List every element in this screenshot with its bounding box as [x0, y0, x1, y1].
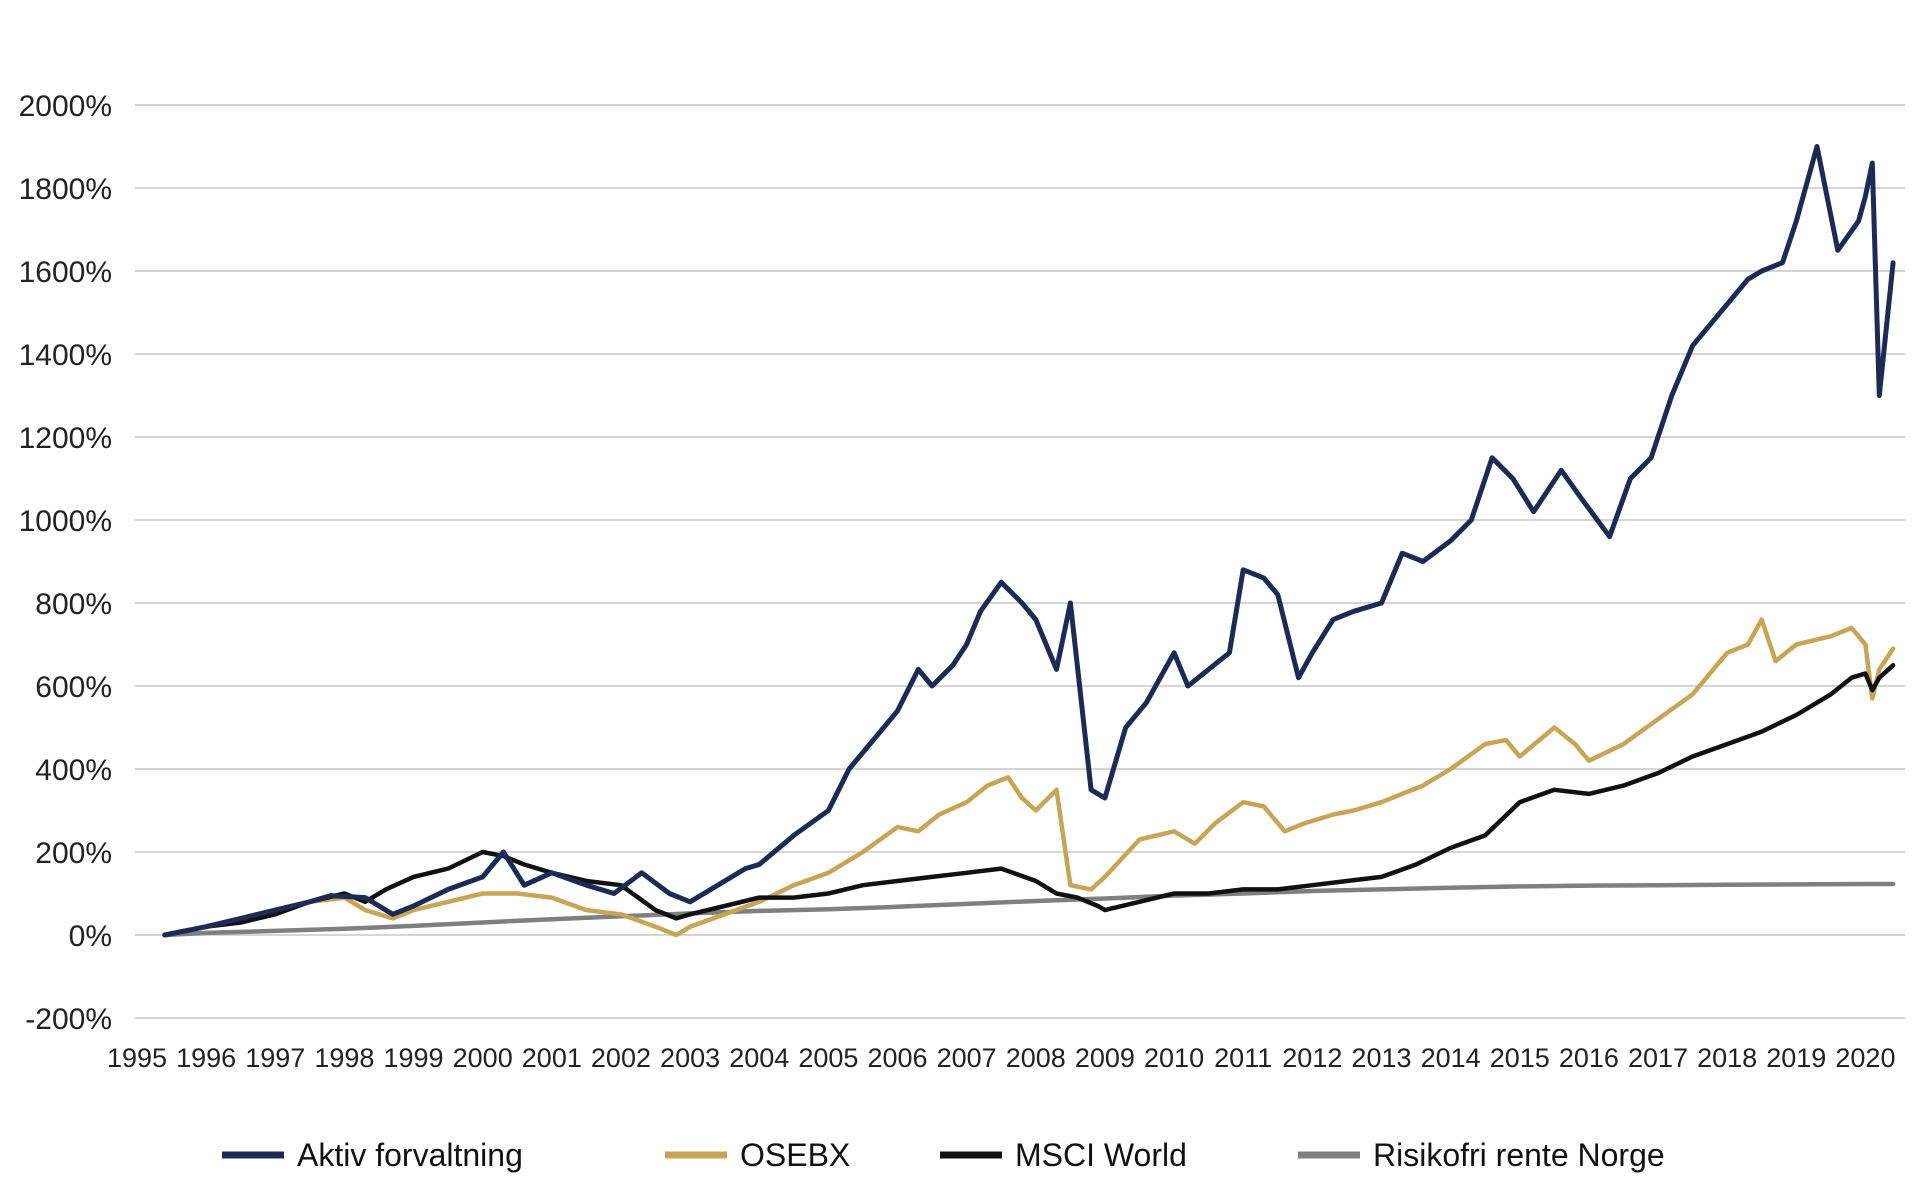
y-tick-label: 600% — [35, 671, 112, 704]
x-tick-label: 2013 — [1351, 1043, 1411, 1073]
y-tick-label: 400% — [35, 754, 112, 787]
x-tick-label: 2017 — [1628, 1043, 1688, 1073]
x-tick-label: 2018 — [1697, 1043, 1757, 1073]
y-tick-label: 200% — [35, 837, 112, 870]
legend-label: MSCI World — [1015, 1137, 1187, 1173]
y-axis-tick-labels: -200% 0% 200% 400% 600% 800% 1000% 1200% 1400% 16… — [19, 90, 112, 1036]
x-tick-label: 2003 — [660, 1043, 720, 1073]
x-tick-label: 2012 — [1282, 1043, 1342, 1073]
y-tick-label: 1200% — [19, 422, 112, 455]
y-tick-label: 1000% — [19, 505, 112, 538]
x-tick-label: 2011 — [1214, 1043, 1272, 1073]
x-tick-label: 1998 — [314, 1043, 374, 1073]
x-tick-label: 1995 — [107, 1043, 167, 1073]
x-tick-label: 2016 — [1559, 1043, 1619, 1073]
y-tick-label: 1400% — [19, 339, 112, 372]
x-tick-label: 2015 — [1490, 1043, 1550, 1073]
series-line-risikofri-rente-norge — [162, 881, 1896, 938]
x-tick-label: 2006 — [867, 1043, 927, 1073]
y-tick-label: 800% — [35, 588, 112, 621]
x-tick-label: 2014 — [1421, 1043, 1481, 1073]
x-tick-label: 2005 — [798, 1043, 858, 1073]
y-tick-label: 0% — [69, 920, 112, 953]
x-tick-label: 2009 — [1075, 1043, 1135, 1073]
series-lines — [162, 144, 1896, 938]
series-line-aktiv-forvaltning — [162, 144, 1896, 938]
y-tick-label: 1800% — [19, 173, 112, 206]
series-line-msci-world — [162, 663, 1896, 938]
legend-label: OSEBX — [740, 1137, 850, 1173]
x-tick-label: 2002 — [591, 1043, 651, 1073]
legend-label: Risikofri rente Norge — [1373, 1137, 1665, 1173]
x-tick-label: 2020 — [1835, 1043, 1895, 1073]
y-tick-label: 2000% — [19, 90, 112, 123]
legend-label: Aktiv forvaltning — [297, 1137, 523, 1173]
x-tick-label: 2000 — [453, 1043, 513, 1073]
x-tick-label: 1997 — [245, 1043, 305, 1073]
series-line-osebx — [162, 617, 1896, 938]
y-tick-label: 1600% — [19, 256, 112, 289]
x-tick-label: 2010 — [1144, 1043, 1204, 1073]
x-tick-label: 2007 — [937, 1043, 997, 1073]
legend: Aktiv forvaltning OSEBX MSCI World Risikofr… — [222, 1137, 1665, 1173]
x-tick-label: 2008 — [1006, 1043, 1066, 1073]
y-tick-label: -200% — [25, 1003, 112, 1036]
x-axis-tick-labels: 1995 1996 1997 1998 1999 2000 2001 2002 2003 2004… — [107, 1043, 1896, 1073]
x-tick-label: 2019 — [1766, 1043, 1826, 1073]
x-tick-label: 1996 — [176, 1043, 236, 1073]
x-tick-label: 2004 — [729, 1043, 789, 1073]
x-tick-label: 1999 — [384, 1043, 444, 1073]
x-tick-label: 2001 — [522, 1043, 582, 1073]
